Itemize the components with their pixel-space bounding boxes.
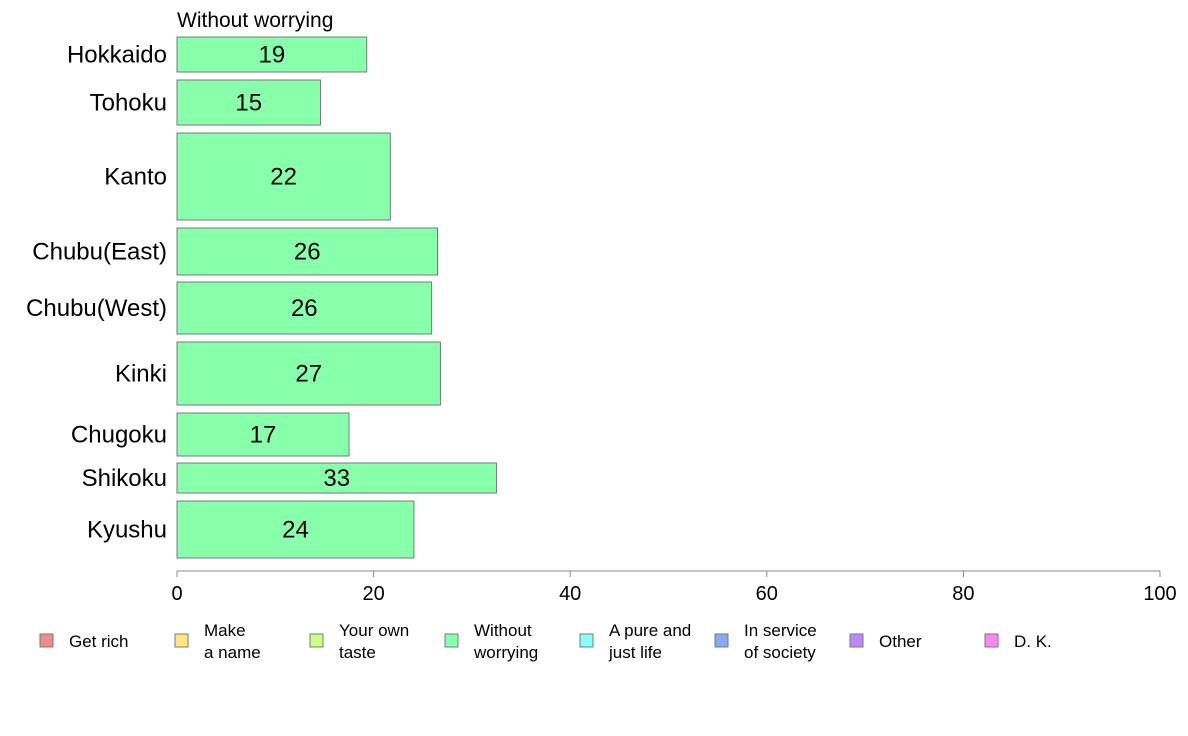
x-tick-label-4: 80 [952, 583, 974, 605]
legend-swatch-5 [714, 633, 729, 648]
bar-4 [176, 281, 433, 335]
x-tick-label-3: 60 [756, 583, 778, 605]
legend: Get rich Make a name Your own taste Without wo… [39, 621, 1052, 662]
bar-8 [176, 500, 415, 559]
legend-label-6-0: Other [879, 632, 922, 651]
bar-value-label-6: 17 [250, 422, 277, 449]
bar-2 [176, 132, 391, 221]
bar-7 [176, 462, 497, 494]
legend-label-2-1: taste [339, 643, 376, 662]
category-label-4: Chubu(West) [26, 295, 167, 322]
category-label-5: Kinki [115, 361, 167, 388]
category-label-6: Chugoku [71, 422, 167, 449]
legend-label-5-0: In service [744, 621, 817, 640]
bar-3 [176, 227, 438, 276]
legend-label-3-0: Without [474, 621, 532, 640]
legend-label-1-0: Make [204, 621, 246, 640]
category-label-1: Tohoku [90, 90, 167, 117]
bar-1 [176, 79, 322, 126]
x-tick-label-0: 0 [171, 583, 182, 605]
bar-value-label-7: 33 [323, 465, 350, 492]
legend-label-1-1: a name [204, 643, 261, 662]
category-label-3: Chubu(East) [32, 239, 167, 266]
bar-value-label-4: 26 [291, 295, 318, 322]
legend-label-7-0: D. K. [1014, 632, 1052, 651]
category-label-0: Hokkaido [67, 42, 167, 69]
legend-label-5-1: of society [744, 643, 816, 662]
bar-value-label-3: 26 [294, 239, 321, 266]
legend-swatch-4 [579, 633, 594, 648]
legend-label-3-1: worrying [473, 643, 538, 662]
legend-label-2-0: Your own [339, 621, 409, 640]
legend-label-0-0: Get rich [69, 632, 129, 651]
x-tick-label-5: 100 [1143, 583, 1176, 605]
legend-swatch-3 [444, 633, 459, 648]
legend-label-4-1: just life [608, 643, 662, 662]
bar-value-label-1: 15 [235, 90, 262, 117]
bar-5 [176, 341, 441, 406]
bar-6 [176, 412, 350, 457]
chart-title: Without worrying [177, 9, 333, 32]
bars: Hokkaido 19 Tohoku 15 Kanto 22 Chubu(East) 26 Ch… [26, 36, 497, 559]
x-tick-label-1: 20 [362, 583, 384, 605]
legend-swatch-1 [174, 633, 189, 648]
x-tick-label-2: 40 [559, 583, 581, 605]
category-label-8: Kyushu [87, 517, 167, 544]
bar-0 [176, 36, 368, 73]
legend-label-4-0: A pure and [609, 621, 691, 640]
legend-swatch-7 [984, 633, 999, 648]
bar-value-label-2: 22 [270, 164, 297, 191]
x-axis: 0 20 40 60 80 100 [171, 570, 1177, 605]
legend-swatch-6 [849, 633, 864, 648]
category-label-2: Kanto [104, 164, 167, 191]
bar-value-label-8: 24 [282, 517, 309, 544]
legend-swatch-0 [39, 633, 54, 648]
legend-swatch-2 [309, 633, 324, 648]
bar-value-label-5: 27 [295, 361, 322, 388]
category-label-7: Shikoku [82, 465, 167, 492]
bar-value-label-0: 19 [259, 42, 286, 69]
